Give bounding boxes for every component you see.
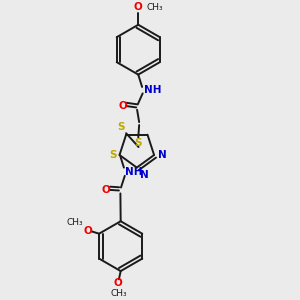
Text: S: S [117,122,125,132]
Text: CH₃: CH₃ [146,3,163,12]
Text: O: O [114,278,123,288]
Text: S: S [134,138,141,148]
Text: O: O [102,185,111,195]
Text: CH₃: CH₃ [67,218,83,227]
Text: N: N [158,150,166,160]
Text: CH₃: CH₃ [110,289,127,298]
Text: NH: NH [143,85,161,95]
Text: O: O [134,2,142,12]
Text: NH: NH [125,167,143,177]
Text: O: O [118,101,127,111]
Text: S: S [109,150,117,160]
Text: O: O [84,226,92,236]
Text: N: N [140,170,148,180]
